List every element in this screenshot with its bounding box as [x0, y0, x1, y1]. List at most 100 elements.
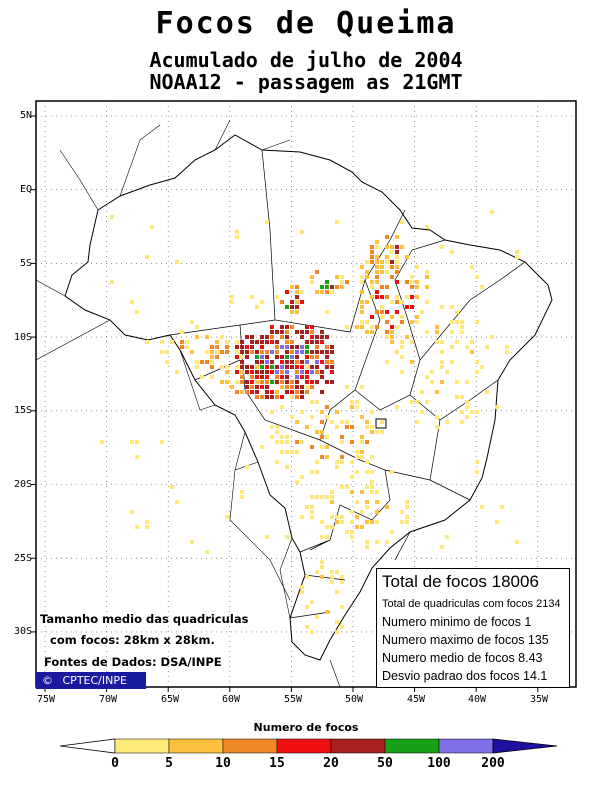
- fire-cell: [375, 520, 379, 524]
- fire-cell: [300, 370, 304, 374]
- fire-cell: [445, 420, 449, 424]
- fire-cell: [285, 370, 289, 374]
- fire-cell: [395, 325, 399, 329]
- fire-cell: [280, 370, 284, 374]
- fire-cell: [220, 365, 224, 369]
- fire-cell: [475, 320, 479, 324]
- fire-cell: [350, 510, 354, 514]
- fire-cell: [370, 250, 374, 254]
- fire-cell: [300, 590, 304, 594]
- fire-cell: [325, 310, 329, 314]
- fire-cell: [275, 425, 279, 429]
- legend-tick-15: 15: [269, 756, 285, 771]
- fire-cell: [375, 265, 379, 269]
- fire-cell: [415, 280, 419, 284]
- fire-cell: [335, 570, 339, 574]
- fire-cell: [315, 360, 319, 364]
- fire-cell: [280, 395, 284, 399]
- fire-cell: [410, 320, 414, 324]
- fire-cell: [240, 350, 244, 354]
- fire-cell: [290, 360, 294, 364]
- fire-cell: [370, 485, 374, 489]
- fire-cell: [320, 390, 324, 394]
- fire-cell: [465, 380, 469, 384]
- fire-cell: [280, 330, 284, 334]
- map-subtitle-satellite: NOAA12 - passagem as 21GMT: [149, 70, 463, 94]
- fire-cell: [260, 385, 264, 389]
- fire-cell: [300, 475, 304, 479]
- fire-cell: [240, 390, 244, 394]
- fire-cell: [310, 495, 314, 499]
- fire-cell: [385, 295, 389, 299]
- fire-cell: [240, 365, 244, 369]
- fire-cell: [425, 300, 429, 304]
- fire-cell: [250, 385, 254, 389]
- fire-cell: [475, 470, 479, 474]
- fire-cell: [440, 545, 444, 549]
- fire-cell: [235, 235, 239, 239]
- fire-cell: [285, 390, 289, 394]
- fire-cell: [295, 310, 299, 314]
- fire-cell: [240, 495, 244, 499]
- fire-cell: [255, 380, 259, 384]
- fire-cell: [255, 375, 259, 379]
- fire-cell: [195, 325, 199, 329]
- fire-cell: [200, 360, 204, 364]
- fire-cell: [135, 525, 139, 529]
- fire-cell: [310, 505, 314, 509]
- fire-cell: [260, 375, 264, 379]
- fire-cell: [395, 265, 399, 269]
- fire-cell: [320, 535, 324, 539]
- legend-swatch: [330, 738, 386, 754]
- fire-cell: [195, 365, 199, 369]
- fire-cell: [220, 335, 224, 339]
- fire-cell: [455, 340, 459, 344]
- fire-cell: [290, 365, 294, 369]
- fire-cell: [315, 430, 319, 434]
- fire-cell: [380, 295, 384, 299]
- fire-cell: [270, 335, 274, 339]
- fire-cell: [220, 350, 224, 354]
- fire-cell: [325, 495, 329, 499]
- fire-cell: [250, 335, 254, 339]
- fire-cell: [325, 285, 329, 289]
- fire-cell: [215, 350, 219, 354]
- fire-cell: [190, 540, 194, 544]
- fire-cell: [260, 350, 264, 354]
- fire-cell: [325, 345, 329, 349]
- fire-cell: [285, 440, 289, 444]
- fire-cell: [320, 455, 324, 459]
- fire-cell: [395, 310, 399, 314]
- fire-cell: [405, 505, 409, 509]
- fire-cell: [300, 385, 304, 389]
- fire-cell: [310, 275, 314, 279]
- fire-cell: [390, 275, 394, 279]
- fire-cell: [290, 325, 294, 329]
- fire-cell: [440, 305, 444, 309]
- fire-cell: [345, 385, 349, 389]
- fire-cell: [370, 430, 374, 434]
- fire-cell: [290, 385, 294, 389]
- fire-cell: [175, 500, 179, 504]
- fire-cell: [335, 620, 339, 624]
- fire-cell: [290, 300, 294, 304]
- fire-cell: [450, 320, 454, 324]
- fire-cell: [290, 355, 294, 359]
- fire-cell: [365, 270, 369, 274]
- fire-cell: [195, 335, 199, 339]
- fire-cell: [190, 320, 194, 324]
- fire-cell: [270, 340, 274, 344]
- fire-cell: [355, 470, 359, 474]
- fire-cell: [260, 445, 264, 449]
- fire-cell: [450, 345, 454, 349]
- fire-cell: [425, 270, 429, 274]
- fire-cell: [230, 295, 234, 299]
- fire-cell: [375, 310, 379, 314]
- fire-cell: [365, 505, 369, 509]
- fire-cell: [270, 425, 274, 429]
- fire-cell: [365, 440, 369, 444]
- fire-cell: [380, 260, 384, 264]
- fire-cell: [265, 365, 269, 369]
- fire-cell: [295, 330, 299, 334]
- fire-cell: [420, 410, 424, 414]
